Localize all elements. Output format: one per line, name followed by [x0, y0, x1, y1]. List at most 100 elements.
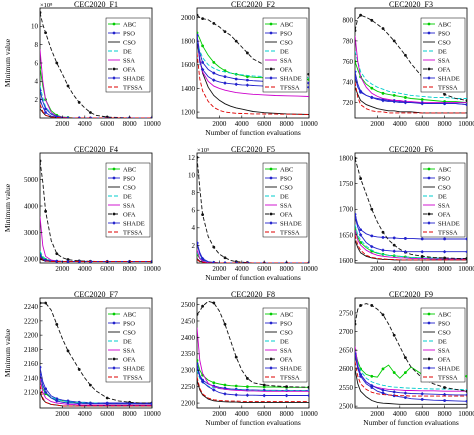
y-tick-label: 8	[35, 41, 39, 49]
legend-marker	[112, 67, 116, 71]
series-group	[197, 156, 309, 263]
legend-marker	[427, 212, 431, 216]
point-pso	[381, 236, 385, 239]
legend-label-abc: ABC	[280, 166, 293, 173]
chart-title: CEC2020_F6	[389, 145, 433, 154]
series-line-cso	[197, 379, 309, 403]
legend-label-pso: PSO	[438, 320, 450, 327]
subplot-3: 2000 4000 6000 8000 10000 720 740 760 780 800 CEC2…	[343, 0, 474, 128]
point-shade	[77, 401, 81, 406]
point-shade	[355, 352, 357, 356]
subplot-6: 2000 4000 6000 8000 10000 1600 1650 1700 1750 180…	[339, 145, 474, 273]
legend-label-de: DE	[438, 193, 447, 200]
legend-label-shade: SHADE	[123, 75, 145, 82]
series-line-tfssa	[197, 376, 309, 402]
point-ofa	[44, 301, 47, 305]
legend-marker	[112, 76, 116, 80]
point-pso	[359, 228, 362, 232]
legend: ABC PSO CSO DE SSA OFA SHADE TFSSA	[262, 17, 308, 93]
series-group	[197, 300, 309, 403]
y-tick-label: 1800	[339, 155, 354, 163]
point-shade	[55, 259, 59, 263]
y-tick-label: 1600	[181, 61, 196, 69]
point-ofa	[381, 313, 385, 317]
legend-marker	[112, 366, 116, 370]
point-shade	[40, 88, 42, 93]
y-tick-label: 4000	[24, 202, 39, 210]
point-ofa	[66, 84, 70, 88]
y-tick-label: 2250	[181, 383, 196, 391]
x-axis-label: Number of function evaluations	[205, 128, 301, 137]
chart-title: CEC2020_F1	[74, 0, 118, 9]
y-tick-label: 2550	[339, 384, 354, 392]
y-tick-label: 740	[343, 78, 354, 86]
x-tick-label: 2000	[370, 265, 385, 273]
subplot-8: 2000 4000 6000 8000 10000 2200 2250 2300 2350 240…	[181, 290, 318, 427]
legend-label-shade: SHADE	[123, 365, 145, 372]
series-group	[40, 11, 152, 118]
legend-marker	[269, 321, 273, 325]
point-ofa	[89, 111, 92, 114]
legend-marker	[427, 76, 431, 80]
y-tick-label: 2000	[181, 14, 196, 22]
series-line-abc	[40, 67, 152, 118]
legend-label-de: DE	[123, 193, 132, 200]
x-tick-label: 4000	[78, 410, 93, 418]
x-tick-label: 4000	[393, 410, 408, 418]
legend-label-tfssa: TFSSA	[438, 84, 458, 91]
series-line-cso	[355, 87, 467, 114]
point-ofa	[234, 355, 238, 359]
legend-label-cso: CSO	[280, 329, 293, 336]
legend-label-de: DE	[438, 338, 447, 345]
legend-label-tfssa: TFSSA	[280, 229, 300, 236]
point-pso	[234, 77, 238, 81]
y-tick-label: 2300	[181, 367, 196, 375]
y-tick-label: 4	[192, 224, 196, 232]
series-line-shade	[40, 90, 152, 118]
legend: ABC PSO CSO DE SSA OFA SHADE TFSSA	[420, 162, 466, 238]
point-abc	[212, 381, 216, 385]
point-ofa	[404, 53, 407, 57]
legend-label-abc: ABC	[280, 311, 293, 318]
legend-label-shade: SHADE	[280, 75, 302, 82]
point-abc	[392, 93, 396, 97]
point-ofa	[66, 258, 70, 261]
series-line-cso	[355, 368, 467, 405]
point-shade	[420, 392, 424, 396]
x-tick-label: 6000	[415, 120, 430, 128]
point-pso	[465, 237, 467, 241]
point-ofa	[370, 304, 374, 307]
legend-label-de: DE	[280, 193, 289, 200]
point-ofa	[44, 31, 47, 35]
point-shade	[392, 390, 396, 394]
point-pso	[370, 234, 374, 238]
y-tick-label: 1750	[339, 180, 354, 188]
legend-marker	[427, 176, 431, 180]
point-pso	[420, 398, 424, 401]
series-line-shade	[197, 242, 309, 263]
x-axis-label: Number of function evaluations	[205, 418, 301, 427]
y-tick-label: 2120	[24, 389, 39, 397]
chart-title: CEC2020_F3	[389, 0, 433, 9]
x-tick-label: 10000	[300, 120, 318, 128]
x-tick-label: 8000	[280, 120, 295, 128]
point-pso	[197, 362, 199, 366]
point-pso	[223, 75, 227, 79]
y-axis-label: Minimum value	[3, 183, 12, 232]
point-shade	[66, 259, 70, 263]
point-abc	[420, 98, 424, 101]
x-tick-label: 10000	[143, 410, 161, 418]
point-ofa	[370, 207, 374, 211]
x-tick-label: 4000	[78, 265, 93, 273]
legend-marker	[269, 31, 273, 35]
x-tick-label: 4000	[235, 265, 250, 273]
point-abc	[370, 374, 374, 378]
point-shade	[392, 99, 396, 104]
legend-marker	[269, 167, 273, 171]
series-line-cso	[197, 41, 309, 115]
y-tick-label: 2220	[24, 317, 39, 325]
legend-marker	[269, 221, 273, 225]
point-shade	[66, 401, 70, 405]
x-tick-label: 10000	[458, 410, 474, 418]
subplot-7: 2000 4000 6000 8000 10000 2120 2140 2160 2180 220…	[3, 290, 161, 418]
